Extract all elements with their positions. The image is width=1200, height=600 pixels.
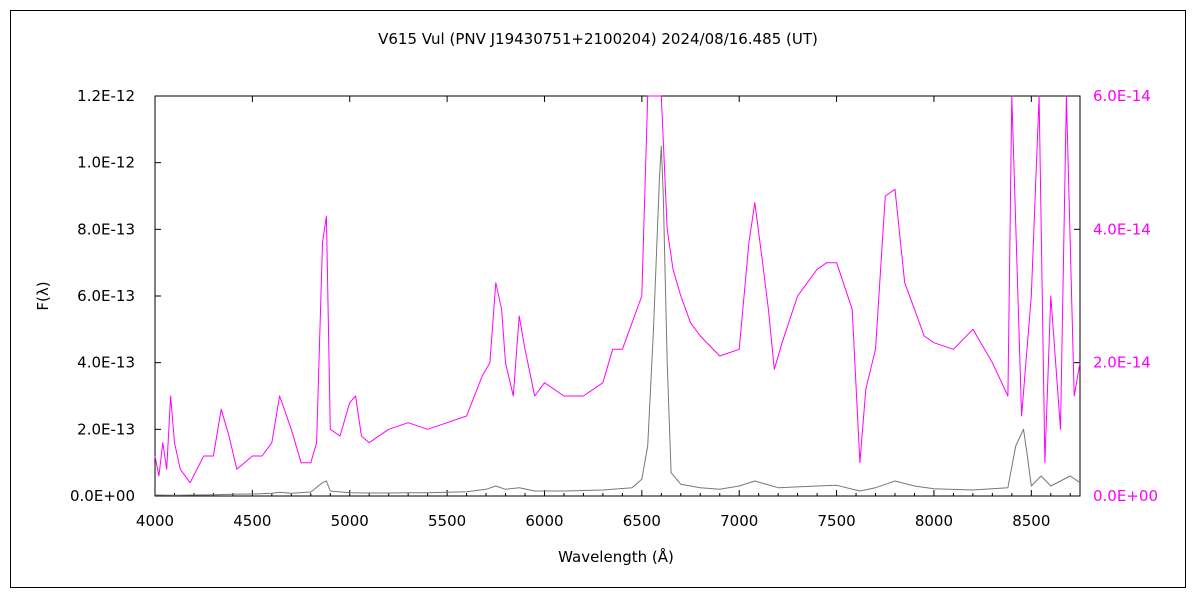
- y-left-tick-label: 1.2E-12: [77, 87, 135, 105]
- x-tick-label: 6000: [525, 512, 563, 530]
- spectrum-line-right-axis: [154, 95, 1081, 484]
- y-left-tick-label: 6.0E-13: [77, 287, 135, 305]
- y-left-tick-label: 8.0E-13: [77, 220, 135, 238]
- x-tick-label: 6500: [623, 512, 661, 530]
- y-left-tick-label: 0.0E+00: [70, 487, 135, 505]
- y-left-tick-label: 2.0E-13: [77, 420, 135, 438]
- x-tick-label: 7500: [817, 512, 855, 530]
- y-right-tick-label: 2.0E-14: [1093, 354, 1151, 372]
- x-tick-label: 5000: [331, 512, 369, 530]
- y-left-tick-label: 1.0E-12: [77, 154, 135, 172]
- x-tick-label: 4500: [233, 512, 271, 530]
- x-axis-label: Wavelength (Å): [558, 547, 674, 566]
- chart-frame: [10, 10, 1186, 588]
- x-tick-label: 8500: [1012, 512, 1050, 530]
- chart-title: V615 Vul (PNV J19430751+2100204) 2024/08…: [378, 30, 818, 48]
- y-right-tick-label: 4.0E-14: [1093, 220, 1151, 238]
- x-tick-label: 8000: [915, 512, 953, 530]
- y-axis-label: F(λ): [34, 281, 52, 310]
- y-right-tick-label: 6.0E-14: [1093, 87, 1151, 105]
- y-left-tick-label: 4.0E-13: [77, 354, 135, 372]
- x-tick-label: 7000: [720, 512, 758, 530]
- y-right-tick-label: 0.0E+00: [1093, 487, 1158, 505]
- x-tick-label: 5500: [428, 512, 466, 530]
- spectrum-line-left-axis: [154, 145, 1081, 496]
- x-tick-label: 4000: [136, 512, 174, 530]
